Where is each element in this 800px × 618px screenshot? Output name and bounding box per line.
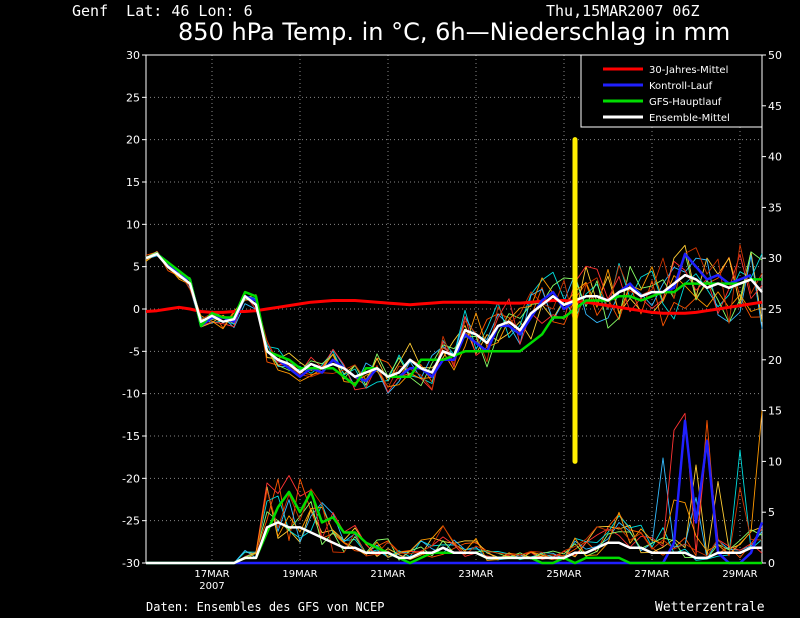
y-right-tick-label: 45 bbox=[768, 100, 782, 113]
y-left-tick-label: 15 bbox=[126, 176, 140, 189]
y-right-tick-label: 5 bbox=[768, 506, 775, 519]
y-left-tick-label: -20 bbox=[122, 472, 140, 485]
y-left-tick-label: 30 bbox=[126, 49, 140, 62]
y-left-tick-label: 20 bbox=[126, 134, 140, 147]
y-right-tick-label: 20 bbox=[768, 354, 782, 367]
y-right-tick-label: 40 bbox=[768, 151, 782, 164]
member-precip-line bbox=[146, 449, 763, 564]
x-tick-label: 29MAR bbox=[722, 569, 757, 580]
y-left-tick-label: 5 bbox=[133, 261, 140, 274]
x-tick-label: 21MAR bbox=[370, 569, 405, 580]
x-tick-label: 25MAR bbox=[546, 569, 581, 580]
brand-label: Wetterzentrale bbox=[655, 600, 765, 615]
ensemble-mean-precip-line bbox=[146, 521, 762, 565]
legend-box bbox=[580, 54, 763, 128]
x-tick-label: 19MAR bbox=[282, 569, 317, 580]
y-right-tick-label: 15 bbox=[768, 405, 782, 418]
climate-mean-line bbox=[145, 299, 763, 315]
y-left-tick-label: 25 bbox=[126, 91, 140, 104]
y-right-tick-label: 30 bbox=[768, 252, 782, 265]
ensemble-mean-temp-line bbox=[145, 252, 763, 378]
y-right-tick-label: 35 bbox=[768, 201, 782, 214]
y-left-tick-label: -25 bbox=[122, 515, 140, 528]
x-tick-label: 23MAR bbox=[458, 569, 493, 580]
legend-label: Ensemble-Mittel bbox=[649, 113, 730, 124]
legend-label: 30-Jahres-Mittel bbox=[649, 65, 728, 76]
y-left-tick-label: -5 bbox=[129, 345, 140, 358]
y-right-tick-label: 10 bbox=[768, 455, 782, 468]
y-right-tick-label: 50 bbox=[768, 49, 782, 62]
x-tick-label: 27MAR bbox=[634, 569, 669, 580]
y-left-tick-label: -30 bbox=[122, 557, 140, 570]
y-left-tick-label: 0 bbox=[133, 303, 140, 316]
y-left-tick-label: -15 bbox=[122, 430, 140, 443]
y-left-tick-label: -10 bbox=[122, 388, 140, 401]
data-source: Daten: Ensembles des GFS von NCEP bbox=[146, 600, 385, 614]
member-precip-line bbox=[146, 457, 763, 564]
legend-label: Kontroll-Lauf bbox=[649, 81, 713, 92]
location-header: Genf Lat: 46 Lon: 6 bbox=[72, 2, 253, 20]
x-tick-label: 2007 bbox=[199, 581, 224, 592]
run-timestamp: Thu,15MAR2007 06Z bbox=[546, 2, 700, 20]
y-right-tick-label: 25 bbox=[768, 303, 782, 316]
chart-title: 850 hPa Temp. in °C, 6h—Niederschlag in … bbox=[178, 18, 731, 46]
x-tick-label: 17MAR bbox=[194, 569, 229, 580]
legend-label: GFS-Hauptlauf bbox=[649, 97, 722, 108]
control-temp-line bbox=[145, 252, 752, 383]
y-left-tick-label: 10 bbox=[126, 218, 140, 231]
y-right-tick-label: 0 bbox=[768, 557, 775, 570]
member-temp-line bbox=[145, 250, 763, 393]
